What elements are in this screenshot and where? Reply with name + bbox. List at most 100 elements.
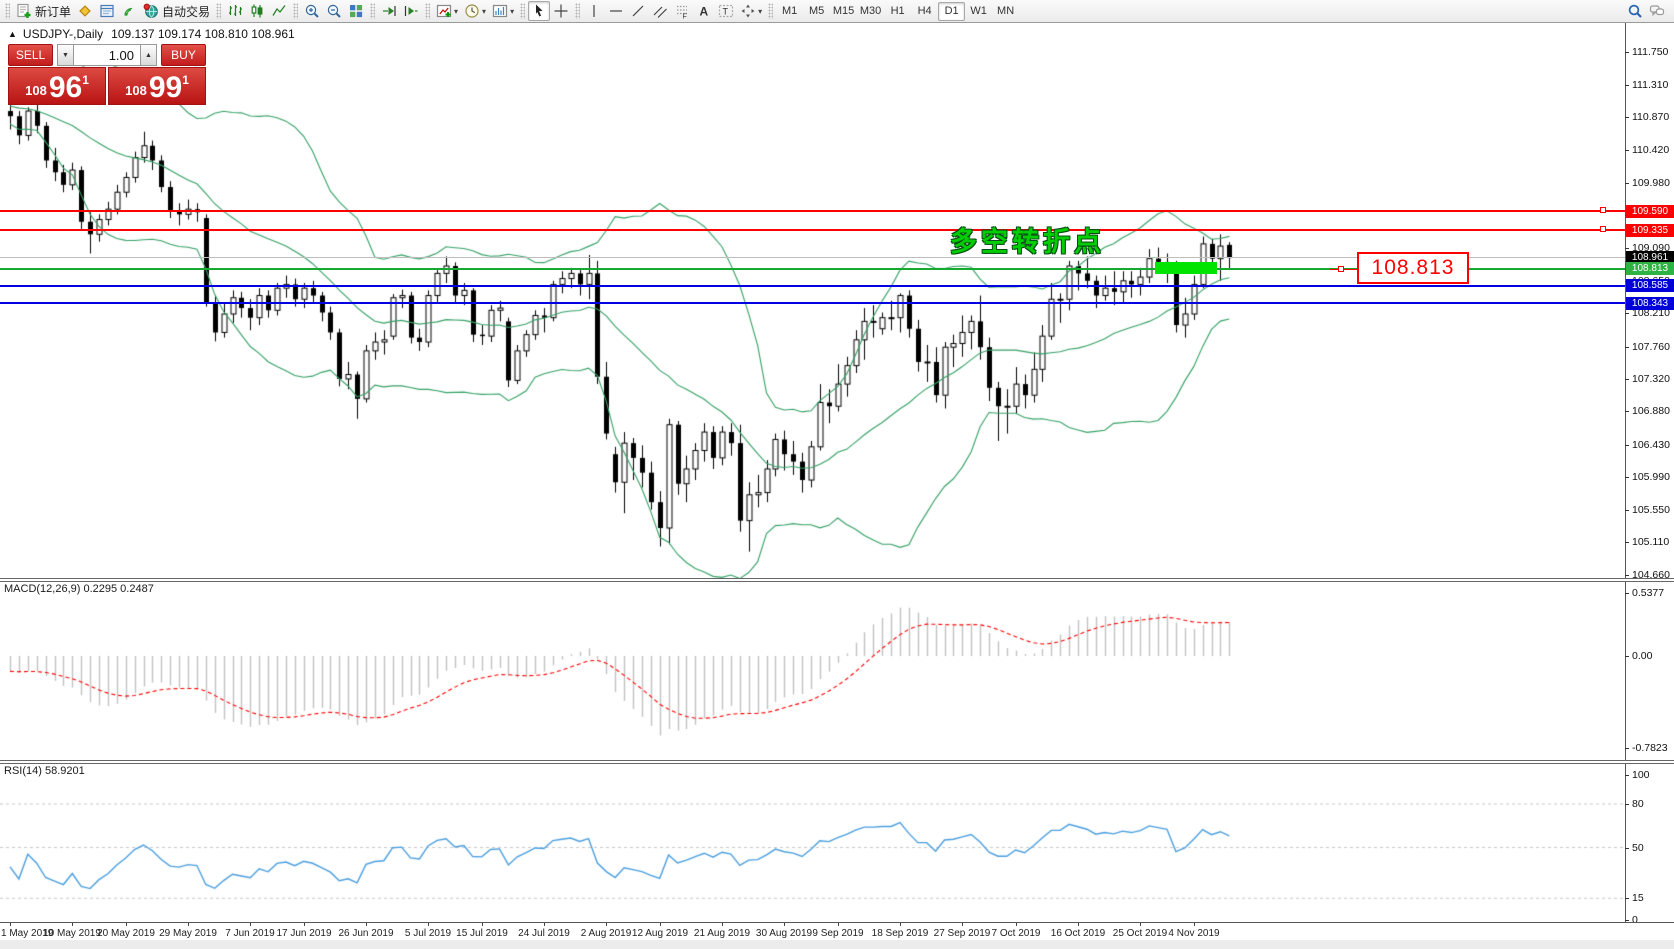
sell-price-button[interactable]: 108 96 1 xyxy=(8,67,106,105)
trendline-button[interactable] xyxy=(627,1,649,21)
candle-chart-button[interactable] xyxy=(246,1,268,21)
pivot-green-line[interactable] xyxy=(0,267,1625,270)
indicators-dropdown[interactable]: ▾ xyxy=(433,1,461,21)
search-button[interactable] xyxy=(1624,1,1646,21)
sell-button[interactable]: SELL xyxy=(8,44,53,66)
toolbar-group-handle[interactable] xyxy=(216,3,222,19)
toolbar-group-handle[interactable] xyxy=(520,3,526,19)
toolbar-group-handle[interactable] xyxy=(5,3,10,19)
axis-tick-label: 0 xyxy=(1632,914,1638,926)
price-callout-box[interactable]: 108.813 xyxy=(1357,252,1469,284)
date-label: 1 May 2019 xyxy=(1,928,54,939)
toolbar-group-handle[interactable] xyxy=(370,3,376,19)
toolbar-group-handle[interactable] xyxy=(575,3,581,19)
svg-text:A: A xyxy=(700,5,709,19)
tf-m5-button[interactable]: M5 xyxy=(808,5,825,17)
date-tick-mark xyxy=(900,923,901,926)
date-tick-mark xyxy=(250,923,251,926)
axis-tick-label: 105.550 xyxy=(1632,503,1670,516)
buy-price-big: 99 xyxy=(148,71,183,104)
zoom-in-button[interactable] xyxy=(301,1,323,21)
chevron-down-icon: ▾ xyxy=(454,6,459,16)
rsi-panel-canvas[interactable] xyxy=(0,764,1625,922)
equidistant-channel-button[interactable] xyxy=(649,1,671,21)
profile-button[interactable] xyxy=(74,1,96,21)
chart-shift-button[interactable] xyxy=(400,1,422,21)
toolbar: 新订单 自动交易 ▾ ▾ ▾ F A T ▾ M1 M5 M15 M30 H1 H4 D1 W1 MN xyxy=(0,0,1674,23)
tile-windows-button[interactable] xyxy=(345,1,367,21)
support-line-1[interactable] xyxy=(0,284,1625,287)
axis-tick-label: -0.7823 xyxy=(1632,741,1668,754)
cursor-button[interactable] xyxy=(528,1,551,21)
fibo-icon: F xyxy=(674,3,690,19)
highlight-rectangle-object[interactable] xyxy=(1155,262,1217,274)
tf-w1-button[interactable]: W1 xyxy=(970,5,987,17)
new-order-button[interactable]: 新订单 xyxy=(13,1,74,21)
tf-h1-button[interactable]: H1 xyxy=(890,5,905,17)
text-button[interactable]: A xyxy=(693,1,715,21)
resistance-line-2-handle[interactable] xyxy=(1600,226,1606,233)
tf-h4-button[interactable]: H4 xyxy=(917,5,932,17)
templates-dropdown[interactable]: ▾ xyxy=(489,1,517,21)
vertical-line-button[interactable] xyxy=(583,1,605,21)
axis-tick-label: 108.210 xyxy=(1632,307,1670,320)
tf-m15-button[interactable]: M15 xyxy=(832,5,855,17)
buy-price-button[interactable]: 108 99 1 xyxy=(108,67,206,105)
current-price-line[interactable] xyxy=(0,257,1625,259)
periods-dropdown[interactable]: ▾ xyxy=(461,1,489,21)
fibonacci-button[interactable]: F xyxy=(671,1,693,21)
candle-chart-icon xyxy=(249,3,265,19)
axis-tick-mark xyxy=(1625,411,1629,413)
zoom-in-icon xyxy=(304,3,320,19)
resistance-line-1-handle[interactable] xyxy=(1600,207,1606,214)
chinese-text-annotation[interactable]: 多空转折点 xyxy=(950,227,1105,257)
horizontal-line-button[interactable] xyxy=(605,1,627,21)
symbol-period-title: USDJPY-,Daily xyxy=(22,27,104,41)
volume-increase-button[interactable]: ▲ xyxy=(140,44,157,66)
axis-tick-mark xyxy=(1625,313,1629,315)
buy-button[interactable]: BUY xyxy=(161,44,206,66)
date-label: 7 Oct 2019 xyxy=(991,928,1041,939)
macd-panel-canvas[interactable] xyxy=(0,582,1625,760)
signals-button[interactable] xyxy=(118,1,140,21)
resistance-line-2[interactable] xyxy=(0,229,1625,232)
resistance-line-1[interactable] xyxy=(0,210,1625,213)
volume-decrease-button[interactable]: ▼ xyxy=(57,44,74,66)
text-label-button[interactable]: T xyxy=(715,1,737,21)
tf-mn-button[interactable]: MN xyxy=(997,5,1015,17)
axis-tick-label: 111.310 xyxy=(1632,78,1669,91)
support-line-2[interactable] xyxy=(0,302,1625,305)
toolbar-group-handle[interactable] xyxy=(425,3,431,19)
chat-button[interactable] xyxy=(1646,1,1668,21)
collapse-panel-arrow[interactable]: ▲ xyxy=(8,29,17,39)
vline-icon xyxy=(586,3,602,19)
axis-tick-mark xyxy=(1625,920,1629,921)
zoom-out-button[interactable] xyxy=(323,1,345,21)
price-chart-canvas[interactable] xyxy=(0,23,1625,579)
line-chart-button[interactable] xyxy=(268,1,290,21)
toolbar-group-handle[interactable] xyxy=(768,3,774,19)
svg-text:F: F xyxy=(683,14,687,20)
axis-tick-label: 80 xyxy=(1632,798,1644,810)
rsi-panel-separator[interactable] xyxy=(0,760,1674,764)
indicators-icon xyxy=(436,3,452,19)
tf-m30-button[interactable]: M30 xyxy=(859,5,882,17)
tf-d1-button[interactable]: D1 xyxy=(938,1,966,21)
crosshair-button[interactable] xyxy=(550,1,572,21)
callout-anchor-handle[interactable] xyxy=(1338,266,1344,272)
axis-tick-label: 50 xyxy=(1632,841,1644,854)
axis-tick-mark xyxy=(1625,898,1629,900)
macd-panel-separator[interactable] xyxy=(0,578,1674,582)
data-window-button[interactable] xyxy=(96,1,118,21)
axis-tick-mark xyxy=(1625,378,1629,380)
volume-input[interactable] xyxy=(74,44,140,66)
tf-m1-button[interactable]: M1 xyxy=(781,5,798,17)
time-axis-border xyxy=(0,922,1674,923)
date-tick-mark xyxy=(544,923,545,926)
arrows-dropdown[interactable]: ▾ xyxy=(737,1,765,21)
auto-scroll-button[interactable] xyxy=(378,1,400,21)
bar-chart-button[interactable] xyxy=(224,1,246,21)
autotrading-button[interactable]: 自动交易 xyxy=(140,1,213,21)
axis-tick-mark xyxy=(1625,444,1629,446)
toolbar-group-handle[interactable] xyxy=(293,3,299,19)
